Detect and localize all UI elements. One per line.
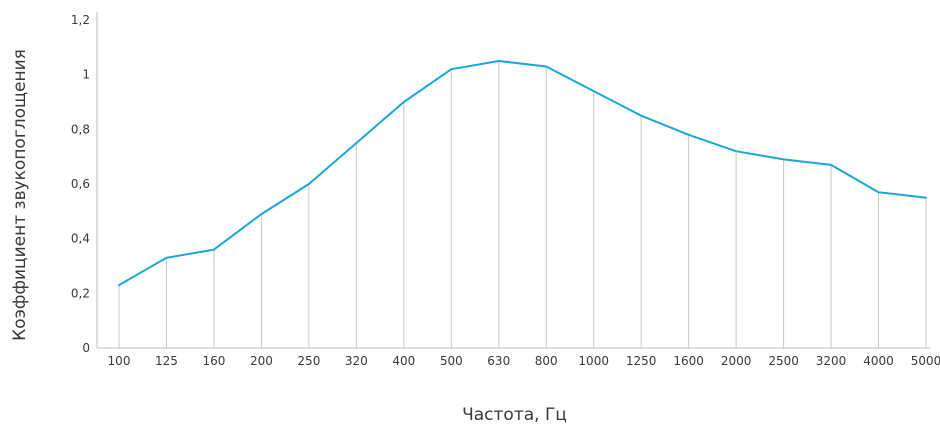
x-tick-label: 800 <box>535 354 558 368</box>
x-tick-label: 320 <box>345 354 368 368</box>
y-tick-label: 1,2 <box>71 13 90 27</box>
x-tick-label: 250 <box>297 354 320 368</box>
y-tick-label: 0,6 <box>71 177 90 191</box>
x-tick-label: 630 <box>487 354 510 368</box>
x-tick-label: 5000 <box>911 354 940 368</box>
x-tick-label: 4000 <box>863 354 894 368</box>
x-tick-label: 160 <box>202 354 225 368</box>
axes <box>96 12 930 349</box>
y-axis-title: Коэффициент звукопоглощения <box>10 49 30 341</box>
x-tick-label: 1250 <box>626 354 657 368</box>
x-tick-label: 2000 <box>721 354 752 368</box>
y-tick-label: 0,8 <box>71 122 90 136</box>
x-tick-labels: 100 125 160 200 250 320 400 500 630 800 1000 1250 16… <box>108 354 940 368</box>
series-line <box>118 60 927 287</box>
x-tick-label: 500 <box>440 354 463 368</box>
y-tick-label: 0,2 <box>71 286 90 300</box>
x-tick-label: 400 <box>392 354 415 368</box>
y-tick-label: 0 <box>82 341 90 355</box>
x-tick-label: 100 <box>108 354 131 368</box>
series <box>118 60 927 287</box>
x-tick-label: 3200 <box>816 354 847 368</box>
x-tick-label: 200 <box>250 354 273 368</box>
y-tick-label: 0,4 <box>71 232 90 246</box>
x-axis-title: Частота, Гц <box>462 405 567 425</box>
gridlines <box>118 61 927 348</box>
x-tick-label: 2500 <box>768 354 799 368</box>
x-tick-label: 1600 <box>673 354 704 368</box>
y-tick-label: 1 <box>82 68 90 82</box>
x-tick-label: 1000 <box>578 354 609 368</box>
x-tick-label: 125 <box>155 354 178 368</box>
y-tick-labels: 0 0,2 0,4 0,6 0,8 1 1,2 <box>71 13 90 355</box>
